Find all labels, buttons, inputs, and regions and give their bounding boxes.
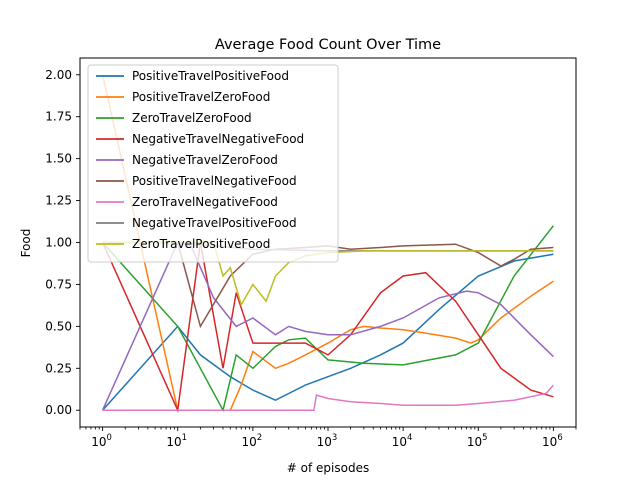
series-line-3 (101, 242, 554, 413)
series-line-5 (102, 241, 554, 329)
legend-entry-label: NegativeTravelZeroFood (132, 153, 278, 167)
y-tick-label: 0.50 (45, 319, 72, 333)
x-tick-label: 104 (392, 433, 413, 449)
x-axis: 100 101 102 103 104 105 106 (79, 427, 577, 449)
y-tick-label: 0.25 (45, 361, 72, 375)
x-tick-label: 105 (467, 433, 488, 449)
y-tick-label: 1.50 (45, 152, 72, 166)
legend-entry-label: ZeroTravelPositiveFood (132, 237, 270, 251)
series-line-1 (101, 74, 554, 411)
x-tick-label: 103 (317, 433, 338, 449)
legend-entry-label: PositiveTravelPositiveFood (132, 69, 289, 83)
x-tick-label: 102 (242, 433, 263, 449)
series-line-6 (102, 384, 554, 411)
y-tick-label: 1.00 (45, 236, 72, 250)
legend-box (87, 64, 339, 263)
y-tick-label: 2.00 (45, 68, 72, 82)
y-tick-label: 1.25 (45, 194, 72, 208)
series-line-2 (102, 225, 554, 413)
legend-entry-label: NegativeTravelNegativeFood (132, 132, 304, 146)
plot-area (101, 74, 554, 413)
y-axis: 0.00 0.25 0.50 0.75 1.00 1.25 1.50 1.75 2.00 (45, 68, 80, 417)
x-tick-label: 106 (542, 433, 563, 449)
legend-entry-label: PositiveTravelZeroFood (132, 90, 270, 104)
y-tick-label: 0.75 (45, 277, 72, 291)
y-axis-label: Food (19, 229, 33, 258)
legend-entry-label: ZeroTravelZeroFood (132, 111, 252, 125)
legend-entry-label: ZeroTravelNegativeFood (132, 195, 278, 209)
y-tick-label: 1.75 (45, 110, 72, 124)
x-tick-label: 100 (91, 433, 112, 449)
chart-title: Average Food Count Over Time (215, 37, 441, 53)
x-axis-label: # of episodes (287, 461, 369, 475)
legend-entry-label: NegativeTravelPositiveFood (132, 216, 297, 230)
legend-entry-label: PositiveTravelNegativeFood (132, 174, 297, 188)
legend: PositiveTravelPositiveFood PositiveTravel… (87, 64, 339, 263)
y-tick-label: 0.00 (45, 403, 72, 417)
x-tick-label: 101 (166, 433, 187, 449)
plot-frame (79, 57, 577, 428)
series-line-4 (101, 241, 554, 411)
